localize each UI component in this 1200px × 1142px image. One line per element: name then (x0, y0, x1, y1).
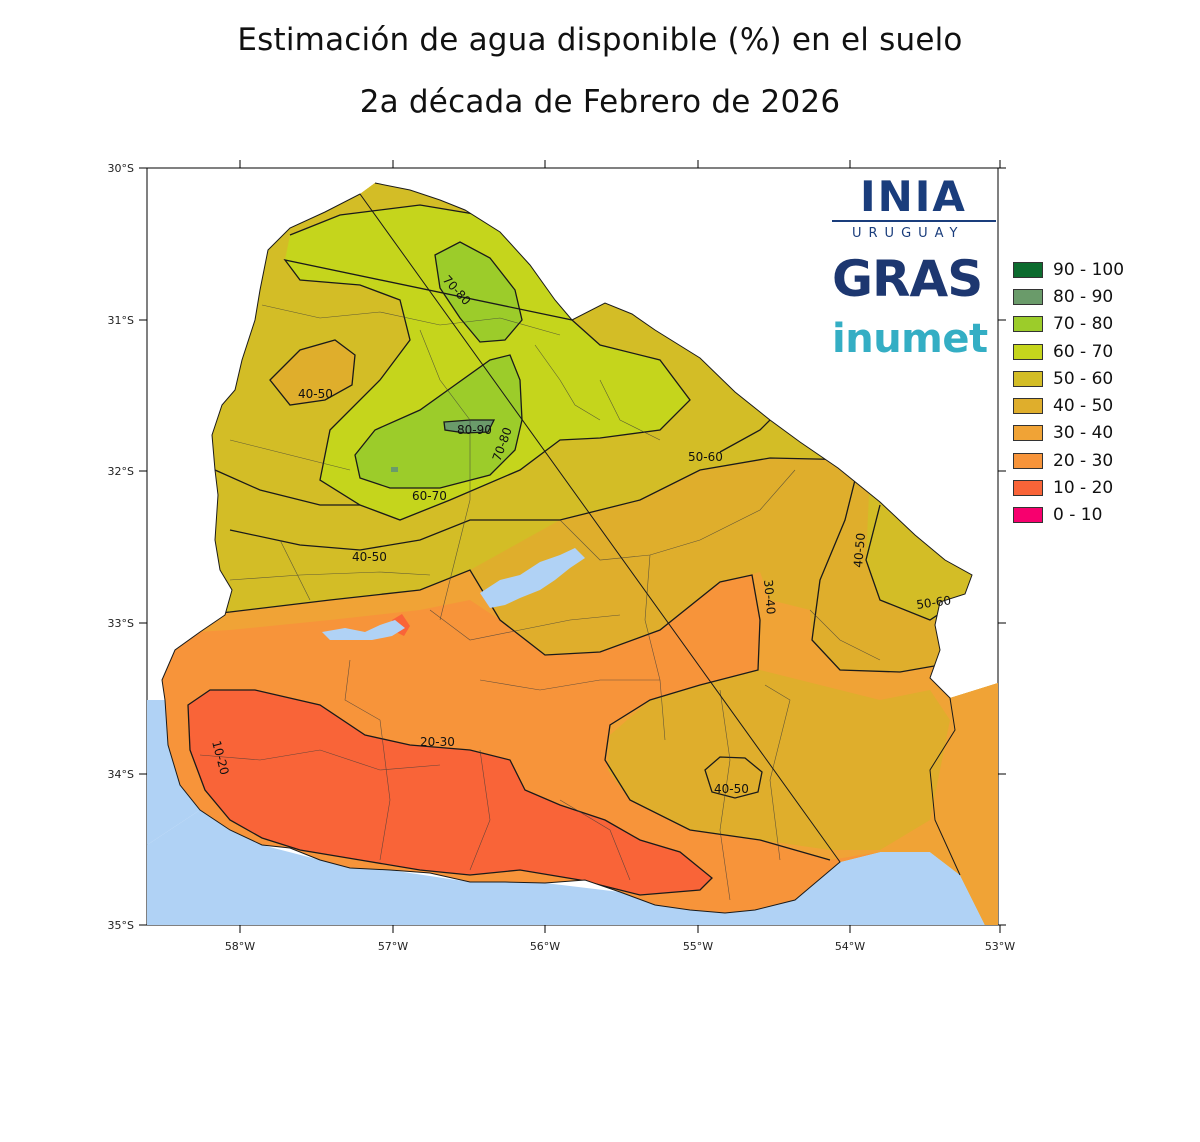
legend-item: 30 - 40 (1013, 420, 1124, 447)
contour-label-3040: 30-40 (761, 579, 778, 615)
inumet-logo: inumet (832, 316, 988, 362)
lat-label-32: 32°S (108, 465, 134, 478)
contour-label-4050-mid: 40-50 (352, 550, 387, 564)
legend-swatch (1013, 398, 1043, 415)
lon-label-53: 53°W (985, 940, 1015, 953)
legend-item: 40 - 50 (1013, 392, 1124, 419)
legend-swatch (1013, 288, 1043, 305)
legend-label: 70 - 80 (1053, 314, 1114, 335)
legend-swatch (1013, 316, 1043, 333)
department-boundaries (199, 304, 881, 901)
legend-item: 10 - 20 (1013, 474, 1124, 501)
legend-swatch (1013, 370, 1043, 387)
inia-logo-rule (832, 220, 996, 222)
inia-logo-text: INIA (860, 172, 967, 221)
legend-item: 50 - 60 (1013, 365, 1124, 392)
legend-label: 30 - 40 (1053, 423, 1114, 444)
contour-label-5060-east: 50-60 (915, 593, 951, 612)
map-subtitle: 2a década de Febrero de 2026 (359, 84, 841, 120)
legend-swatch (1013, 507, 1043, 524)
contour-label-4050-east: 40-50 (851, 532, 868, 568)
lon-label-55: 55°W (683, 940, 713, 953)
rio-negro-reservoirs (322, 548, 585, 640)
legend: 90 - 100 80 - 90 70 - 80 60 - 70 50 - 60 40 -… (1013, 256, 1124, 529)
legend-item: 20 - 30 (1013, 447, 1124, 474)
legend-label: 50 - 60 (1053, 368, 1114, 389)
legend-label: 0 - 10 (1053, 505, 1103, 526)
legend-swatch (1013, 261, 1043, 278)
lon-label-54: 54°W (835, 940, 865, 953)
gras-logo-text: GRAS (832, 250, 983, 308)
inia-logo-subtext: URUGUAY (852, 226, 965, 241)
contour-label-6070: 60-70 (412, 489, 447, 503)
legend-item: 90 - 100 (1013, 256, 1124, 283)
axis-ticks (139, 160, 1006, 933)
legend-item: 60 - 70 (1013, 338, 1124, 365)
lat-label-31: 31°S (108, 314, 134, 327)
legend-swatch (1013, 480, 1043, 497)
legend-label: 80 - 90 (1053, 286, 1114, 307)
lon-label-56: 56°W (530, 940, 560, 953)
legend-label: 90 - 100 (1053, 259, 1125, 280)
inia-logo: INIA URUGUAY (832, 168, 996, 244)
legend-swatch (1013, 452, 1043, 469)
country-outline (161, 182, 973, 914)
legend-item: 80 - 90 (1013, 283, 1124, 310)
lon-label-58: 58°W (225, 940, 255, 953)
contour-label-4050-se: 40-50 (714, 782, 749, 796)
contour-label-8090: 80-90 (457, 423, 492, 437)
legend-label: 60 - 70 (1053, 341, 1114, 362)
contour-label-5060: 50-60 (688, 450, 723, 464)
map-title: Estimación de agua disponible (%) en el … (237, 22, 963, 58)
lon-labels: 58°W 57°W 56°W 55°W 54°W 53°W (225, 940, 1015, 953)
legend-swatch (1013, 343, 1043, 360)
lat-labels: 30°S 31°S 32°S 33°S 34°S 35°S (108, 162, 134, 932)
legend-item: 0 - 10 (1013, 502, 1124, 529)
gras-logo: GRAS (832, 250, 1002, 314)
lat-label-33: 33°S (108, 617, 134, 630)
legend-label: 10 - 20 (1053, 478, 1114, 499)
lat-label-30: 30°S (108, 162, 134, 175)
legend-swatch (1013, 425, 1043, 442)
legend-item: 70 - 80 (1013, 311, 1124, 338)
legend-label: 20 - 30 (1053, 450, 1114, 471)
legend-label: 40 - 50 (1053, 396, 1114, 417)
lon-label-57: 57°W (378, 940, 408, 953)
lat-label-35: 35°S (108, 919, 134, 932)
contour-label-4050-nw: 40-50 (298, 387, 333, 401)
lat-label-34: 34°S (108, 768, 134, 781)
contour-label-2030: 20-30 (420, 735, 455, 749)
moisture-zones (162, 183, 998, 925)
